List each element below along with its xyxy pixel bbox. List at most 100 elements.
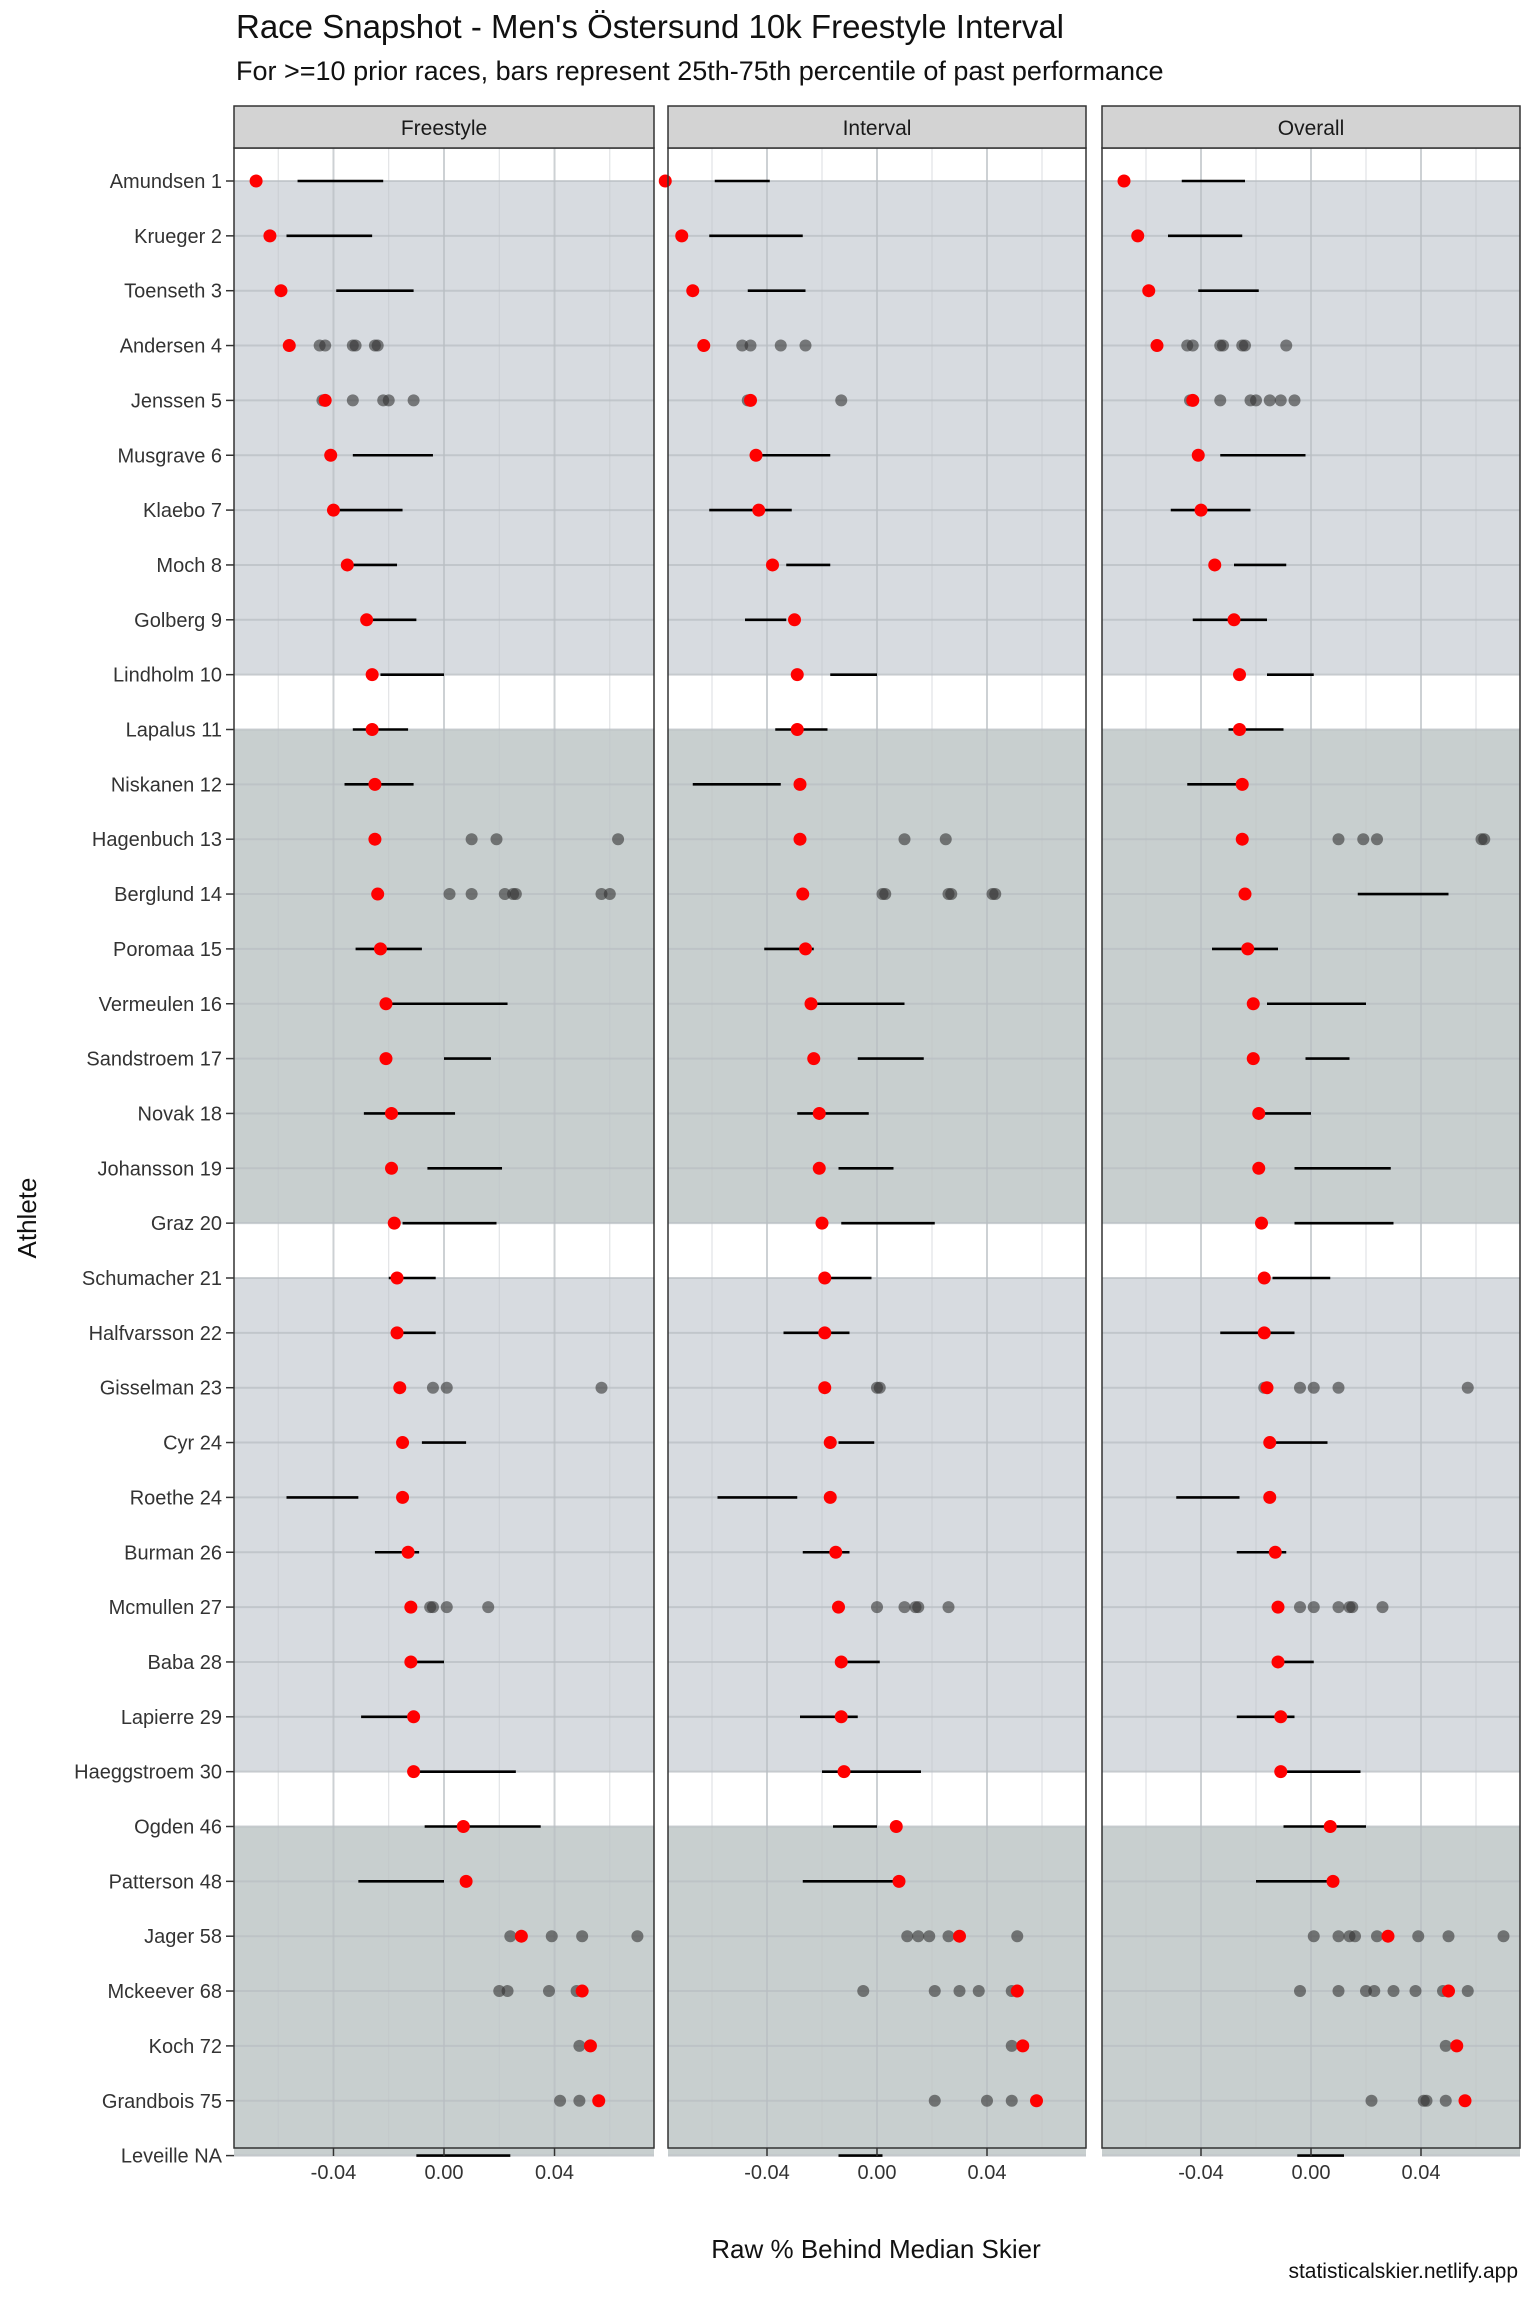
past-result-point [1294, 1985, 1306, 1998]
past-result-point [346, 394, 359, 407]
past-result-point [1360, 1985, 1372, 1998]
facet-strip [1101, 105, 1521, 149]
current-race-point [365, 668, 379, 682]
current-race-point [818, 1381, 832, 1395]
past-result-point [603, 888, 616, 901]
past-result-point [744, 339, 757, 352]
current-race-point [686, 284, 700, 298]
past-result-point [1368, 1985, 1381, 1998]
current-race-point [407, 1765, 421, 1779]
current-race-point [1194, 503, 1208, 517]
y-tick-label: Lindholm 10 [113, 665, 222, 687]
current-race-point [368, 832, 382, 846]
past-result-point [509, 888, 522, 901]
past-result-point [1307, 1601, 1320, 1614]
current-race-point [834, 1710, 848, 1724]
current-race-point [834, 1655, 848, 1669]
y-tick-label: Grandbois 75 [102, 2091, 222, 2113]
current-race-point [1016, 2039, 1030, 2053]
current-race-point [456, 1820, 470, 1833]
past-result-point [1332, 1381, 1345, 1394]
past-result-point [498, 888, 511, 901]
past-result-point [371, 339, 384, 352]
past-result-point [1478, 833, 1491, 846]
past-result-point [554, 2094, 567, 2107]
current-race-point [365, 723, 379, 736]
past-result-point [972, 1985, 985, 1998]
past-result-point [501, 1985, 514, 1998]
past-result-point [879, 888, 892, 901]
current-race-point [829, 1545, 843, 1559]
past-result-point [576, 1930, 589, 1943]
x-tick-label: 0.00 [858, 2162, 897, 2184]
past-result-point [1332, 1601, 1345, 1614]
past-result-point [482, 1601, 495, 1614]
y-tick-label: Berglund 14 [114, 884, 222, 906]
past-result-point [1376, 1601, 1389, 1614]
past-result-point [898, 833, 911, 846]
y-axis-labels: Amundsen 1 Krueger 2 Toenseth 3 Andersen 4 J… [74, 171, 234, 2168]
y-tick-label: Hagenbuch 13 [92, 829, 222, 851]
y-tick-label: Ogden 46 [134, 1817, 222, 1839]
y-tick-label: Lapierre 29 [121, 1707, 222, 1729]
current-race-point [1450, 2039, 1464, 2053]
y-axis-title: Athlete [12, 1178, 42, 1259]
x-tick-label: 0.00 [425, 2162, 464, 2184]
past-result-point [1439, 2039, 1452, 2052]
current-race-point [393, 1381, 407, 1395]
current-race-point [1238, 887, 1252, 901]
past-result-point [440, 1381, 453, 1394]
past-result-point [945, 888, 958, 901]
past-result-point [898, 1601, 911, 1614]
current-race-point [697, 339, 711, 353]
current-race-point [1274, 1765, 1288, 1779]
current-race-point [1030, 2094, 1043, 2108]
facet-strip-label: Overall [1278, 117, 1345, 140]
current-race-point [318, 393, 332, 407]
y-tick-label: Haeggstroem 30 [74, 1762, 222, 1784]
past-result-point [1307, 1381, 1320, 1394]
x-tick-label: 0.04 [968, 2162, 1007, 2184]
current-race-point [793, 832, 807, 846]
y-tick-label: Leveille NA [121, 2146, 223, 2168]
current-race-point [788, 613, 801, 627]
current-race-point [360, 613, 374, 627]
current-race-point [387, 1216, 401, 1230]
current-race-point [371, 887, 385, 901]
current-race-point [818, 1271, 832, 1285]
current-race-point [1235, 832, 1249, 846]
past-result-point [1497, 1930, 1510, 1943]
current-race-point [368, 777, 382, 791]
past-result-point [493, 1985, 506, 1998]
x-tick-label: -0.04 [1178, 2162, 1224, 2184]
past-result-point [1011, 1930, 1024, 1943]
y-tick-label: Gisselman 23 [100, 1378, 222, 1400]
past-result-point [407, 394, 420, 407]
past-result-point [443, 888, 456, 901]
current-race-point [324, 448, 338, 462]
current-race-point [823, 1490, 837, 1504]
past-result-point [1307, 1930, 1320, 1943]
past-result-point [382, 394, 395, 407]
current-race-point [812, 1161, 826, 1175]
current-race-point [1235, 777, 1249, 791]
current-race-point [282, 339, 296, 353]
panel-interval: Interval -0.04 0.00 0.04 [658, 105, 1087, 2184]
y-tick-label: Krueger 2 [134, 226, 222, 248]
panel-freestyle: Freestyle -0.04 0.00 0.04 [233, 105, 655, 2184]
past-result-point [835, 394, 848, 407]
current-race-point [766, 558, 779, 572]
current-race-point [790, 668, 804, 682]
y-tick-label: Golberg 9 [134, 610, 222, 632]
current-race-point [1271, 1655, 1285, 1669]
current-race-point [1246, 997, 1260, 1011]
current-race-point [340, 558, 354, 572]
current-race-point [1186, 393, 1200, 407]
current-race-point [790, 723, 804, 736]
y-tick-label: Baba 28 [147, 1652, 222, 1674]
past-result-point [426, 1381, 439, 1394]
past-result-point [319, 339, 332, 352]
current-race-point [1326, 1874, 1340, 1888]
past-result-point [1294, 1381, 1306, 1394]
past-result-point [1365, 2094, 1378, 2107]
